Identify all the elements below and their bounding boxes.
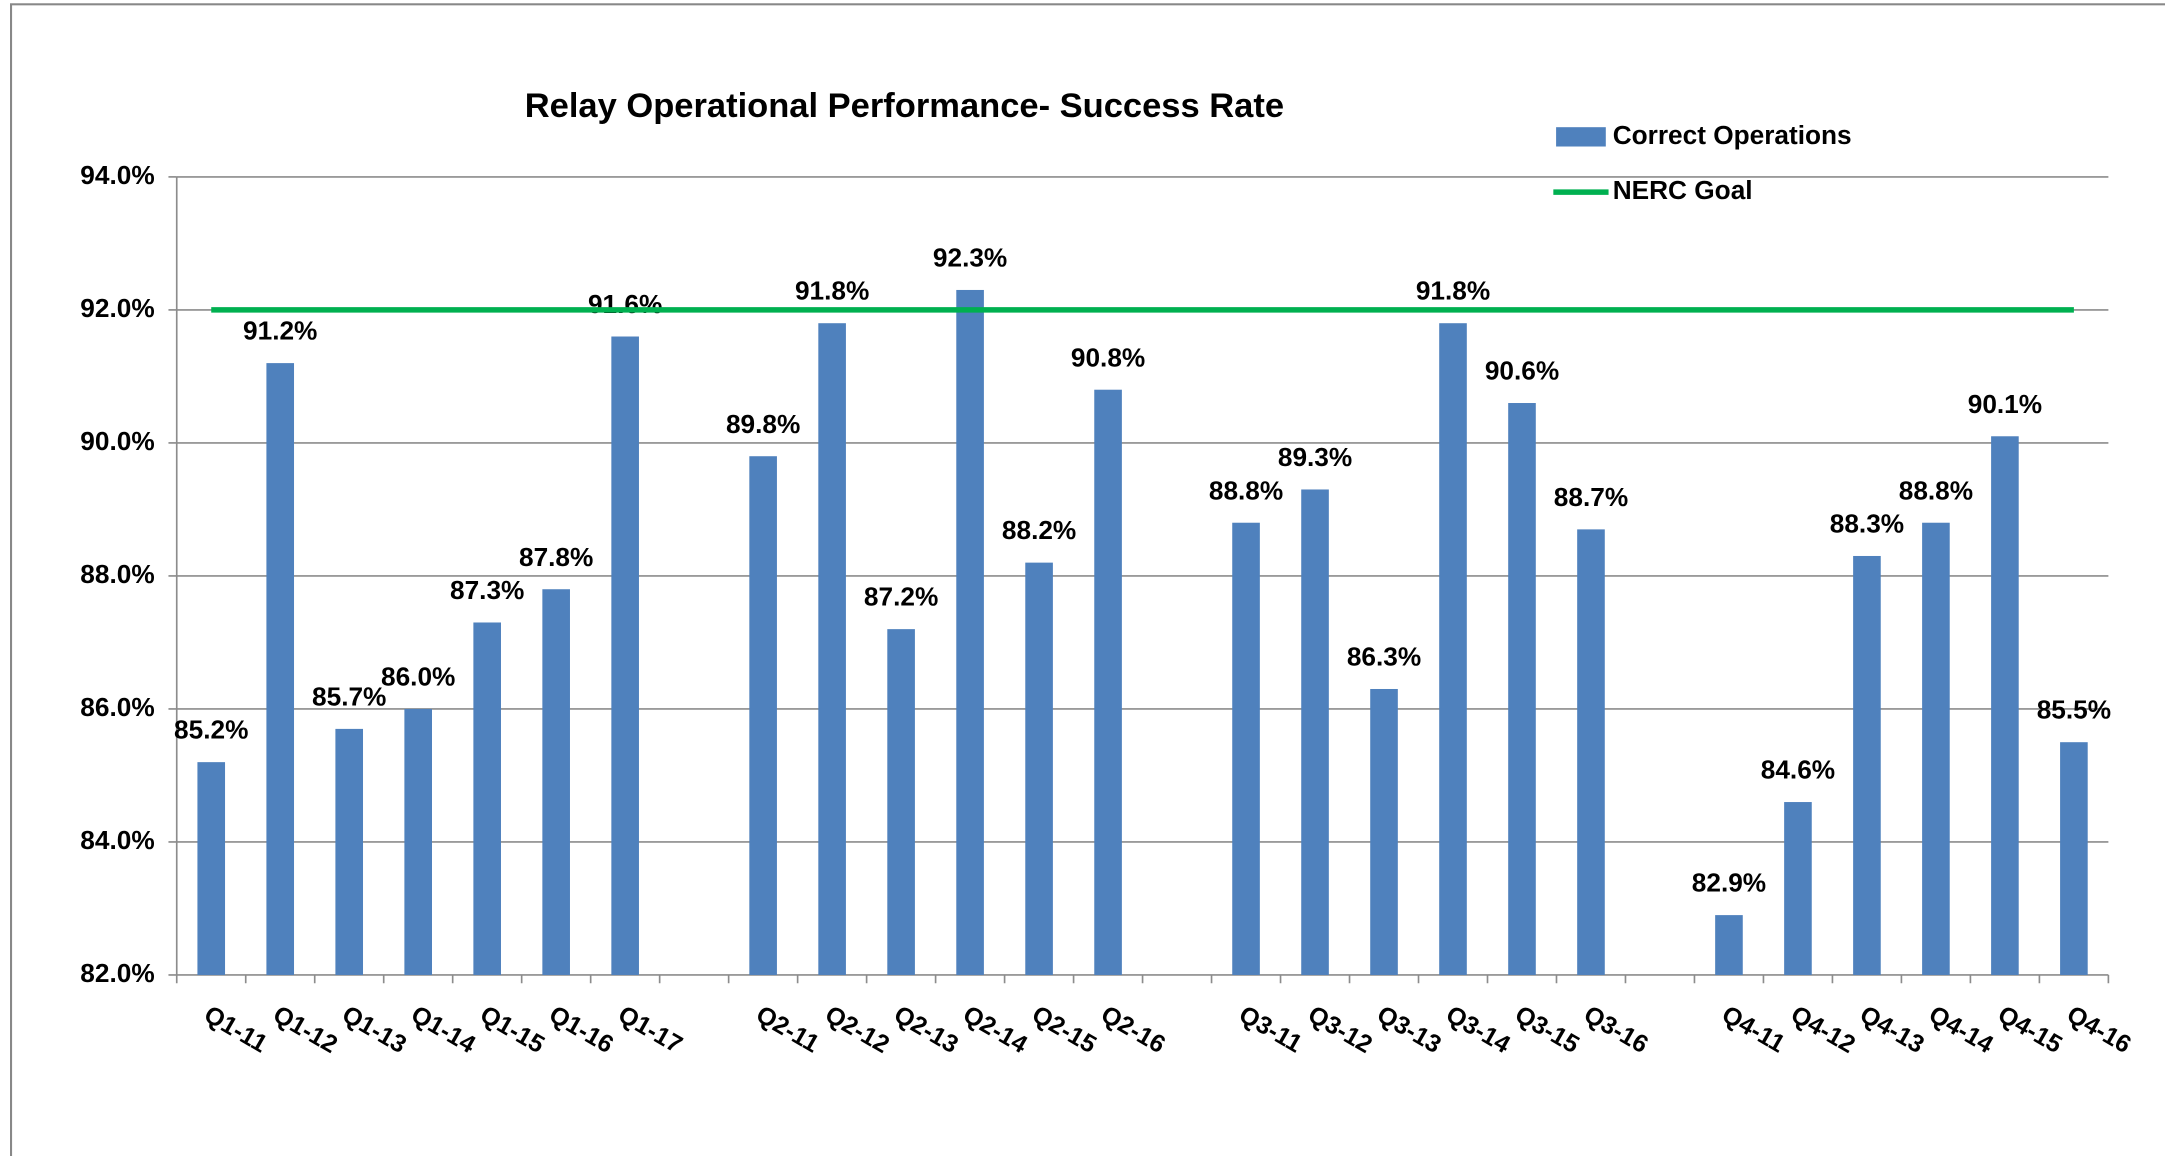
value-label: 87.8% [519, 542, 593, 572]
value-label: 90.1% [1968, 389, 2042, 419]
bar [2060, 742, 2088, 975]
value-label: 86.0% [381, 661, 455, 691]
y-tick-label: 88.0% [80, 559, 154, 589]
value-label: 89.8% [726, 409, 800, 439]
value-label: 91.6% [588, 289, 662, 319]
value-label: 88.7% [1554, 482, 1628, 512]
value-label: 85.7% [312, 681, 386, 711]
y-tick-label: 92.0% [80, 293, 154, 323]
bar [1025, 562, 1053, 975]
value-label: 88.2% [1002, 515, 1076, 545]
value-label: 91.8% [1416, 276, 1490, 306]
legend-swatch [1556, 127, 1606, 147]
bar [197, 762, 226, 975]
value-label: 92.3% [933, 243, 1007, 273]
bar [266, 363, 295, 975]
value-label: 89.3% [1278, 442, 1352, 472]
value-label: 90.8% [1071, 342, 1145, 372]
bar [1577, 529, 1605, 975]
bar [1508, 403, 1536, 975]
y-tick-label: 90.0% [80, 426, 154, 456]
bar [1094, 389, 1122, 975]
bar [611, 336, 639, 975]
value-label: 90.6% [1485, 356, 1559, 386]
value-label: 88.8% [1899, 475, 1973, 505]
bar [473, 622, 501, 975]
bar [1232, 522, 1260, 975]
bar [956, 289, 984, 975]
bar [818, 323, 846, 975]
bar [404, 708, 432, 975]
bar [1784, 802, 1812, 975]
value-label: 85.5% [2037, 695, 2111, 725]
value-label: 85.2% [174, 715, 248, 745]
bar [1439, 323, 1467, 975]
value-label: 88.3% [1830, 509, 1904, 539]
legend-label: NERC Goal [1613, 175, 1753, 205]
value-label: 82.9% [1692, 868, 1766, 898]
bar [1991, 436, 2019, 975]
bar [335, 728, 364, 975]
bar [1853, 555, 1881, 975]
bar [1715, 915, 1743, 975]
value-label: 91.8% [795, 276, 869, 306]
value-label: 88.8% [1209, 475, 1283, 505]
value-label: 84.6% [1761, 755, 1835, 785]
bar [1922, 522, 1950, 975]
y-tick-label: 86.0% [80, 692, 154, 722]
bar [749, 456, 777, 975]
bar [542, 589, 570, 975]
bar [887, 629, 915, 975]
bar [1370, 688, 1398, 975]
legend-label: Correct Operations [1613, 120, 1852, 150]
y-tick-label: 94.0% [80, 160, 154, 190]
value-label: 91.2% [243, 316, 317, 346]
chart-title: Relay Operational Performance- Success R… [525, 87, 1284, 125]
y-tick-label: 82.0% [80, 958, 154, 988]
value-label: 86.3% [1347, 642, 1421, 672]
y-tick-label: 84.0% [80, 825, 154, 855]
bar [1301, 489, 1329, 975]
value-label: 87.3% [450, 575, 524, 605]
value-label: 87.2% [864, 582, 938, 612]
